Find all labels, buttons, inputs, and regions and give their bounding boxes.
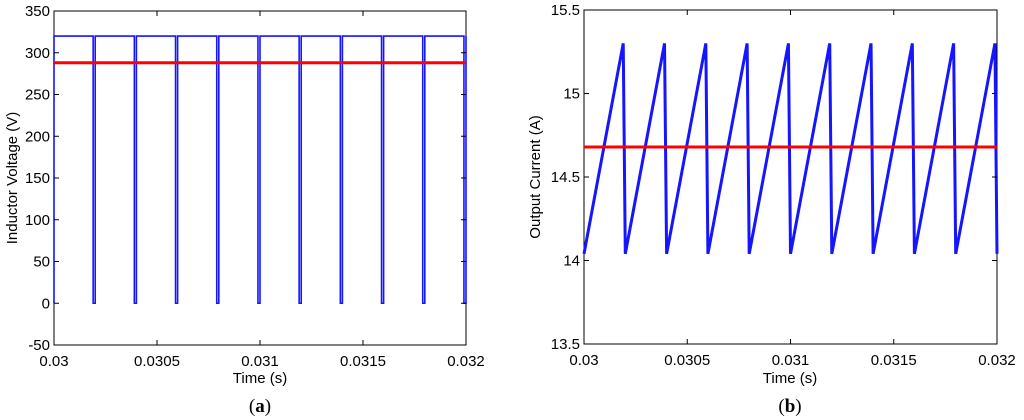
caption-letter-b: b [785,396,796,417]
x-tick-label: 0.0305 [664,352,710,369]
caption-b: (b) [778,396,801,417]
x-tick-label: 0.031 [772,352,810,369]
y-axis-label-b: Output Current (A) [527,115,544,238]
x-axis-label-a: Time (s) [233,370,287,387]
caption-a: (a) [249,396,271,417]
y-tick-label: 150 [25,170,50,187]
y-tick-label: 0 [42,295,50,312]
y-tick-label: 250 [25,87,50,104]
y-tick-label: 100 [25,212,50,229]
y-tick-label: -50 [28,337,50,354]
x-tick-label: 0.031 [241,353,279,370]
y-axis-label-a: Inductor Voltage (V) [4,112,21,245]
y-axis-a: -50 0 50 100 150 200 250 300 350 [25,3,466,354]
chart-panel-b: 0.03 0.0305 0.031 0.0315 0.032 13.51414.5151… [527,2,1016,417]
x-tick-label: 0.032 [978,352,1016,369]
x-axis-a: 0.03 0.0305 0.031 0.0315 0.032 [39,11,485,370]
series-layer-a [53,35,467,305]
x-tick-label: 0.03 [569,352,598,369]
y-tick-label: 50 [33,254,50,271]
x-axis-label-b: Time (s) [763,370,817,387]
caption-letter-a: a [255,396,265,417]
y-tick-label: 300 [25,45,50,62]
y-tick-label: 14.5 [551,169,580,186]
x-tick-label: 0.0315 [871,352,917,369]
series-layer-b [582,43,999,255]
y-axis-b: 13.5 14 14.5 15 15.5 [551,2,997,353]
y-tick-label: 15.5 [551,2,580,19]
x-tick-label: 0.0315 [340,353,386,370]
x-tick-label: 0.0305 [134,353,180,370]
y-tick-label: 350 [25,3,50,20]
y-tick-label: 15 [563,86,580,103]
x-tick-label: 0.03 [39,353,68,370]
x-axis-b: 0.03 0.0305 0.031 0.0315 0.032 [569,10,1016,369]
y-tick-label: 13.5 [551,336,580,353]
y-tick-label: 14 [563,253,580,270]
chart-panel-a: 0.03 0.0305 0.031 0.0315 0.032 -50 0 50 100 150 2… [4,3,485,417]
series-pulse-line-a [53,35,467,305]
y-tick-label: 200 [25,128,50,145]
x-tick-label: 0.032 [447,353,485,370]
series-sawtooth-line-b [582,43,999,255]
